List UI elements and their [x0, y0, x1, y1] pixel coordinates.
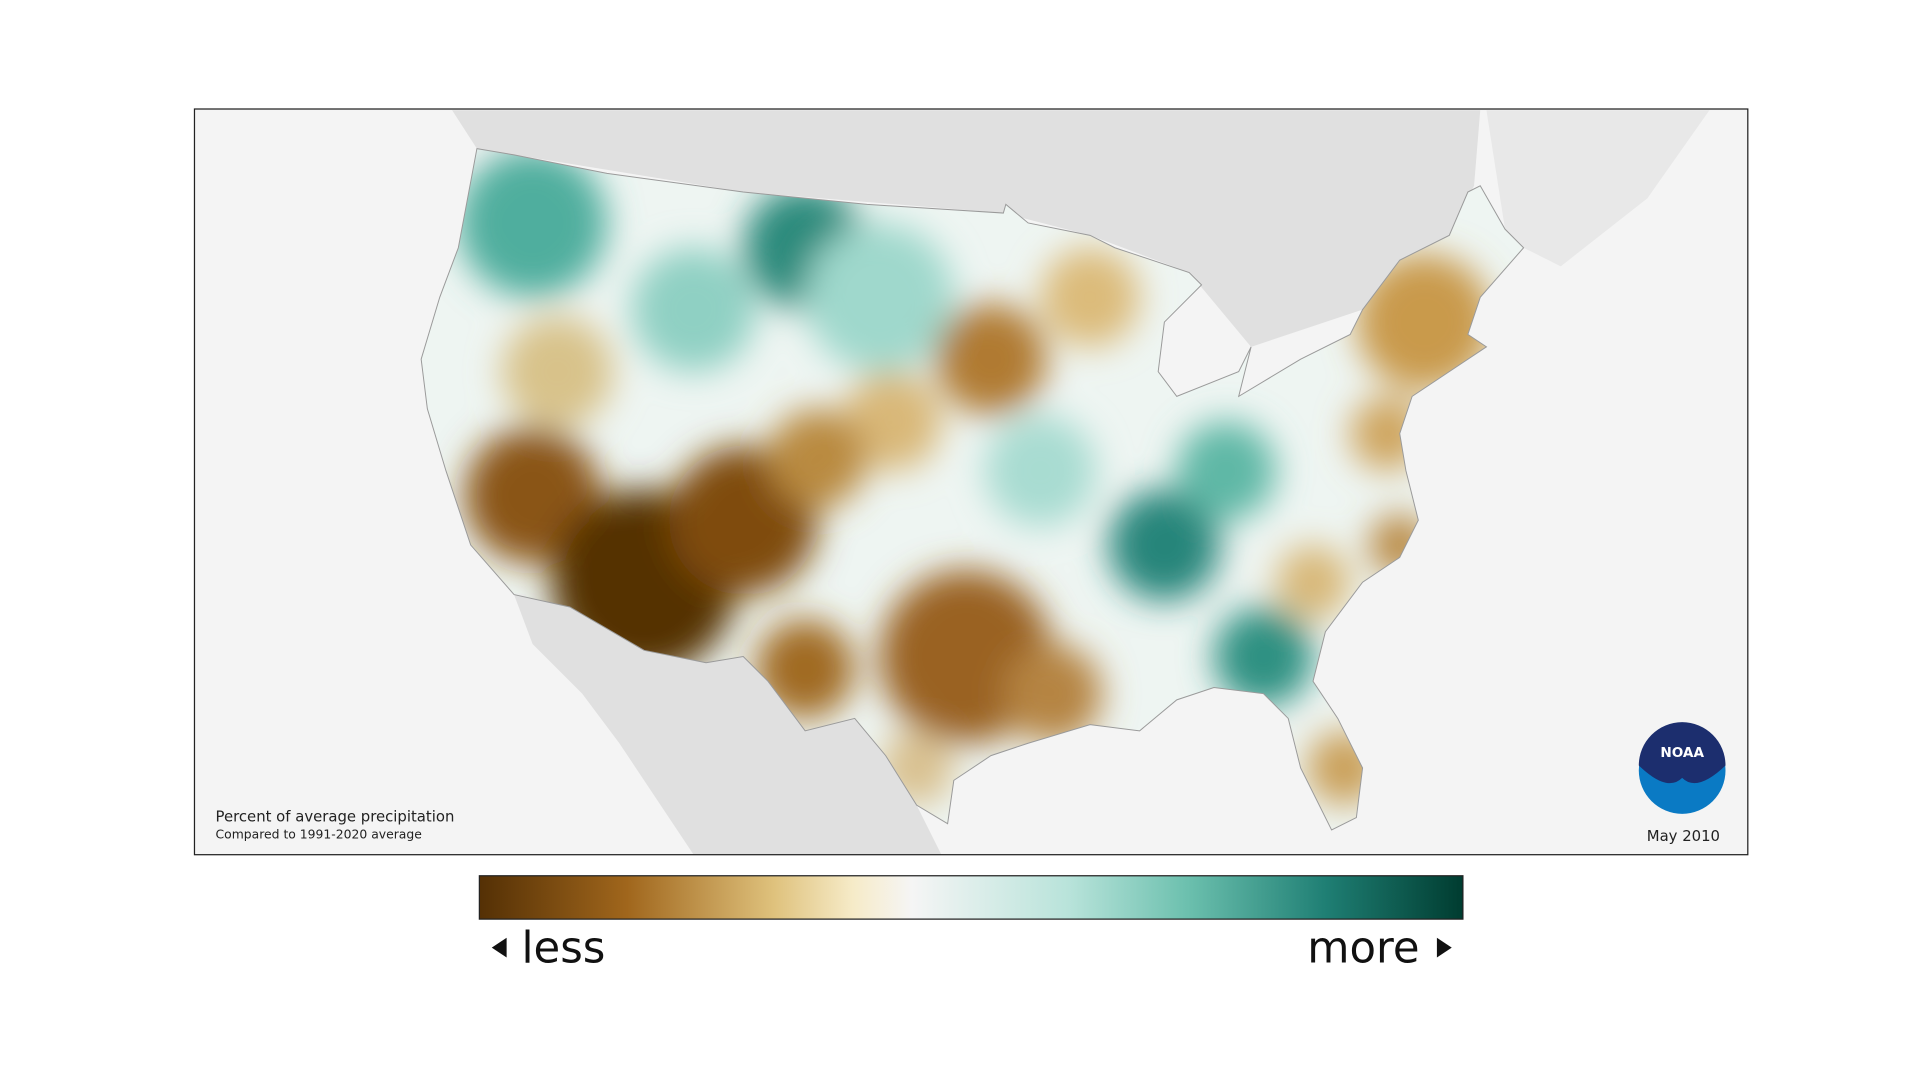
field-blob [458, 148, 607, 298]
canada [452, 110, 1481, 347]
map-group: Percent of average precipitation Compare… [193, 108, 1749, 973]
field-blob [631, 247, 756, 372]
field-blob [1108, 489, 1221, 601]
field-blob [1213, 606, 1314, 707]
field-blob [935, 303, 1047, 415]
mexico [514, 594, 942, 855]
canada-east [1486, 110, 1710, 267]
field-blob [1275, 545, 1351, 620]
more-arrow [1436, 937, 1452, 958]
field-blob [755, 619, 855, 719]
legend-less: less [521, 923, 605, 973]
field-blob [464, 427, 601, 564]
map-date: May 2010 [1647, 827, 1720, 845]
caption-subtitle: Compared to 1991-2020 average [216, 828, 422, 842]
legend-more: more [1307, 923, 1419, 973]
field-blob [1040, 247, 1140, 347]
logo-text: NOAA [1660, 745, 1704, 761]
caption-title: Percent of average precipitation [216, 807, 455, 825]
less-arrow [491, 937, 507, 958]
logo-top [1638, 722, 1726, 784]
field-blob [1003, 644, 1103, 744]
field-blob [842, 371, 942, 471]
colorbar [478, 875, 1464, 920]
field-blob [1176, 421, 1276, 521]
map-frame [193, 108, 1749, 856]
field-blob [805, 222, 954, 372]
field-blob [984, 414, 1097, 527]
field-blob [767, 408, 868, 508]
noaa-logo: NOAA [1638, 722, 1726, 814]
field-blob [1356, 253, 1493, 391]
neighbor-land [452, 110, 1710, 855]
field-blob [501, 315, 614, 428]
